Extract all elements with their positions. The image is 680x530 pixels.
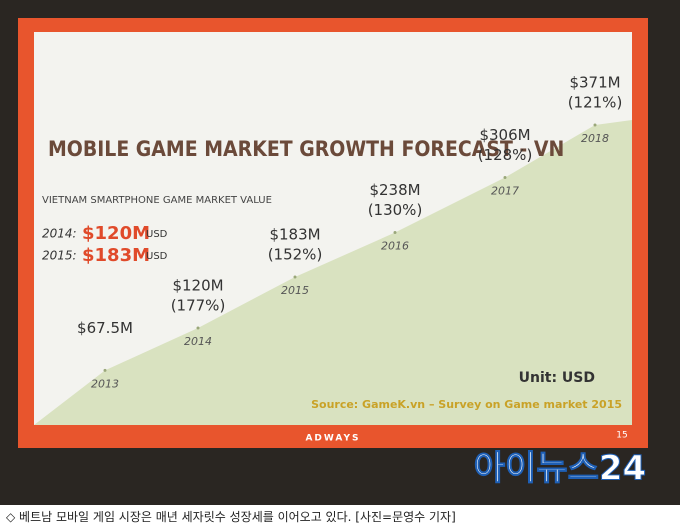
x-tick-label: 2014 [184,335,212,348]
x-tick-label: 2015 [281,284,309,297]
point [103,368,107,372]
brand: ADWAYS [305,434,360,444]
growth-label: (152%) [268,246,323,264]
point [503,176,507,180]
point [393,231,397,235]
x-tick-label: 2016 [381,240,409,253]
point [593,123,597,127]
slide-title: MOBILE GAME MARKET GROWTH FORECAST - VN [48,137,564,161]
value-label: $238M [369,181,420,199]
note-amount: $120M [82,223,150,244]
growth-label: (177%) [171,296,226,314]
area [34,120,632,425]
growth-label: (130%) [368,201,423,219]
note-year: 2014: [42,227,77,241]
x-tick-label: 2018 [581,132,609,145]
note-unit: USD [146,251,168,262]
unit: Unit: USD [519,370,595,386]
note-amount: $183M [82,245,150,266]
caption: ◇ 베트남 모바일 게임 시장은 매년 세자릿수 성장세를 이어오고 있다. [… [0,505,680,530]
outlet-logo: 아이뉴스24 [474,449,646,489]
note-year: 2015: [42,249,77,263]
value-label: $306M [479,126,530,144]
x-tick-label: 2017 [491,185,519,198]
point [196,326,200,330]
source: Source: GameK.vn – Survey on Game market… [311,398,622,411]
point [293,275,297,279]
slide-photo: MOBILE GAME MARKET GROWTH FORECAST - VN … [0,0,680,505]
note-unit: USD [146,229,168,240]
value-label: $67.5M [77,319,133,337]
value-label: $371M [569,74,620,92]
subtitle: VIETNAM SMARTPHONE GAME MARKET VALUE [42,195,272,206]
page-number: 15 [616,431,627,441]
value-label: $120M [172,276,223,294]
value-label: $183M [269,226,320,244]
growth-label: (128%) [478,146,533,164]
growth-label: (121%) [568,94,623,112]
x-tick-label: 2013 [91,377,119,390]
